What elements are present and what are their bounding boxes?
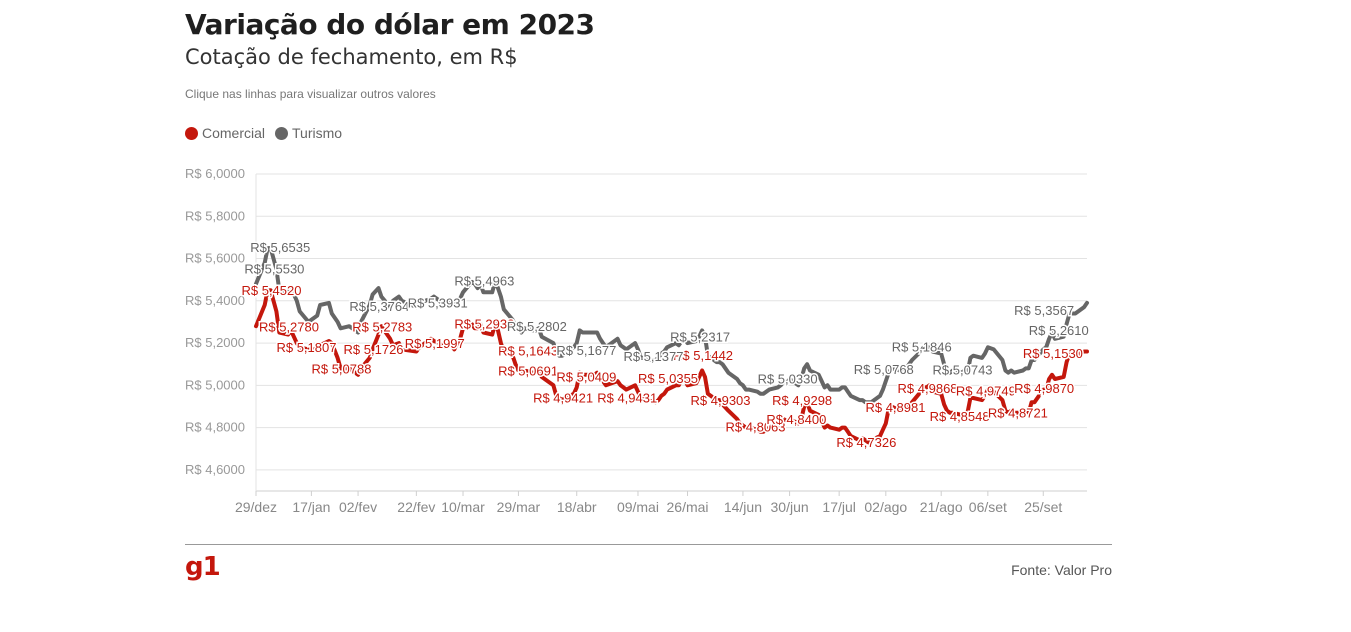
g1-logo[interactable]: g1 <box>185 552 221 582</box>
data-label: R$ 5,6535 <box>250 240 310 255</box>
y-tick-label: R$ 5,2000 <box>185 335 245 350</box>
legend-item-turismo[interactable]: Turismo <box>275 125 342 141</box>
x-tick-label: 17/jan <box>292 499 330 515</box>
data-label: R$ 4,9870 <box>1014 381 1074 396</box>
data-label: R$ 5,1442 <box>673 348 733 363</box>
y-tick-label: R$ 4,8000 <box>185 420 245 435</box>
data-label: R$ 5,3764 <box>349 299 409 314</box>
data-label: R$ 4,9303 <box>691 393 751 408</box>
data-label: R$ 5,4963 <box>454 273 514 288</box>
x-tick-label: 21/ago <box>920 499 963 515</box>
data-label: R$ 5,5530 <box>244 261 304 276</box>
chart-title: Variação do dólar em 2023 <box>185 8 595 41</box>
data-label: R$ 5,2802 <box>507 319 567 334</box>
data-label: R$ 5,3567 <box>1014 303 1074 318</box>
data-label: R$ 5,1643 <box>498 344 558 359</box>
data-label: R$ 5,2610 <box>1029 323 1089 338</box>
chart-subtitle: Cotação de fechamento, em R$ <box>185 45 518 69</box>
legend-label-comercial: Comercial <box>202 125 266 141</box>
x-tick-label: 29/dez <box>235 499 277 515</box>
data-label: R$ 4,8548 <box>930 409 990 424</box>
data-label: R$ 5,2780 <box>259 320 319 335</box>
data-label: R$ 4,8063 <box>726 419 786 434</box>
data-label: R$ 5,0768 <box>854 362 914 377</box>
x-tick-label: 22/fev <box>397 499 435 515</box>
x-tick-label: 14/jun <box>724 499 762 515</box>
series-line-turismo[interactable] <box>254 246 1089 405</box>
data-label: R$ 5,2317 <box>670 329 730 344</box>
data-label: R$ 4,9431 <box>597 390 657 405</box>
data-label: R$ 5,1807 <box>276 340 336 355</box>
x-tick-label: 30/jun <box>771 499 809 515</box>
x-tick-label: 02/fev <box>339 499 377 515</box>
data-label: R$ 4,9298 <box>772 393 832 408</box>
data-label: R$ 4,9868 <box>898 381 958 396</box>
data-label: R$ 5,0409 <box>556 370 616 385</box>
x-tick-label: 26/mai <box>667 499 709 515</box>
x-tick-label: 06/set <box>969 499 1007 515</box>
data-label: R$ 5,1530 <box>1023 346 1083 361</box>
y-tick-label: R$ 4,6000 <box>185 462 245 477</box>
data-label: R$ 5,1677 <box>556 343 616 358</box>
y-tick-label: R$ 6,0000 <box>185 166 245 181</box>
x-tick-label: 17/jul <box>822 499 855 515</box>
x-tick-label: 25/set <box>1024 499 1062 515</box>
x-tick-label: 02/ago <box>864 499 907 515</box>
chart-hint: Clique nas linhas para visualizar outros… <box>185 87 436 101</box>
data-label: R$ 5,4520 <box>241 283 301 298</box>
data-label: R$ 4,9421 <box>533 391 593 406</box>
data-label: R$ 5,3931 <box>408 295 468 310</box>
legend-dot-comercial <box>185 126 198 140</box>
x-tick-label: 18/abr <box>557 499 597 515</box>
data-label: R$ 5,1997 <box>405 336 465 351</box>
data-label: R$ 5,2783 <box>352 320 412 335</box>
x-tick-label: 10/mar <box>441 499 485 515</box>
data-label: R$ 5,2932 <box>454 316 514 331</box>
x-tick-label: 29/mar <box>497 499 541 515</box>
data-label: R$ 4,8400 <box>766 412 826 427</box>
legend: Comercial Turismo <box>185 125 342 141</box>
footer-divider <box>185 544 1112 545</box>
data-label: R$ 4,7326 <box>836 435 896 450</box>
data-label: R$ 5,1377 <box>623 349 683 364</box>
data-label: R$ 5,0691 <box>498 364 558 379</box>
data-label: R$ 5,0788 <box>311 362 371 377</box>
data-label: R$ 4,8981 <box>865 400 925 415</box>
legend-label-turismo: Turismo <box>292 125 343 141</box>
y-tick-label: R$ 5,4000 <box>185 293 245 308</box>
series-line-comercial[interactable] <box>254 288 1089 445</box>
data-label: R$ 4,9749 <box>956 384 1016 399</box>
x-tick-label: 09/mai <box>617 499 659 515</box>
data-label: R$ 5,0743 <box>933 363 993 378</box>
y-tick-label: R$ 5,8000 <box>185 208 245 223</box>
y-tick-label: R$ 5,0000 <box>185 377 245 392</box>
legend-dot-turismo <box>275 126 289 140</box>
data-label: R$ 5,1846 <box>892 339 952 354</box>
data-label: R$ 5,1726 <box>344 342 404 357</box>
data-label: R$ 4,8721 <box>988 405 1048 420</box>
y-tick-label: R$ 5,6000 <box>185 251 245 266</box>
source-note: Fonte: Valor Pro <box>1011 562 1112 578</box>
legend-item-comercial[interactable]: Comercial <box>185 125 265 141</box>
data-label: R$ 5,0355 <box>638 371 698 386</box>
data-label: R$ 5,0330 <box>758 371 818 386</box>
